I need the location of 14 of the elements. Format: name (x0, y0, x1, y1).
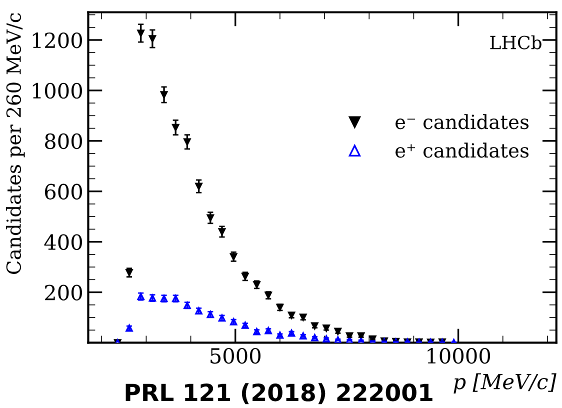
y-tick-label: 1200 (32, 32, 82, 48)
y-tick-label: 400 (44, 234, 82, 250)
text: PRL 121 (2018) 222001 (126, 383, 432, 404)
legend-label: e⁻ candidates (396, 114, 529, 130)
x-axis-title: p [MeV/c] (454, 373, 556, 394)
annotation: LHCb (490, 35, 542, 50)
y-axis-title: Candidates per 260 MeV/c (6, 13, 25, 274)
y-tick-label: 1000 (32, 82, 82, 99)
x-tick-label: 10000 (428, 348, 490, 364)
legend-label: e⁺ candidates (396, 142, 529, 158)
y-tick-label: 800 (45, 133, 82, 150)
x-tick-label: 5000 (210, 348, 260, 364)
y-tick-label: 600 (45, 184, 82, 200)
y-tick-label: 200 (45, 284, 82, 300)
